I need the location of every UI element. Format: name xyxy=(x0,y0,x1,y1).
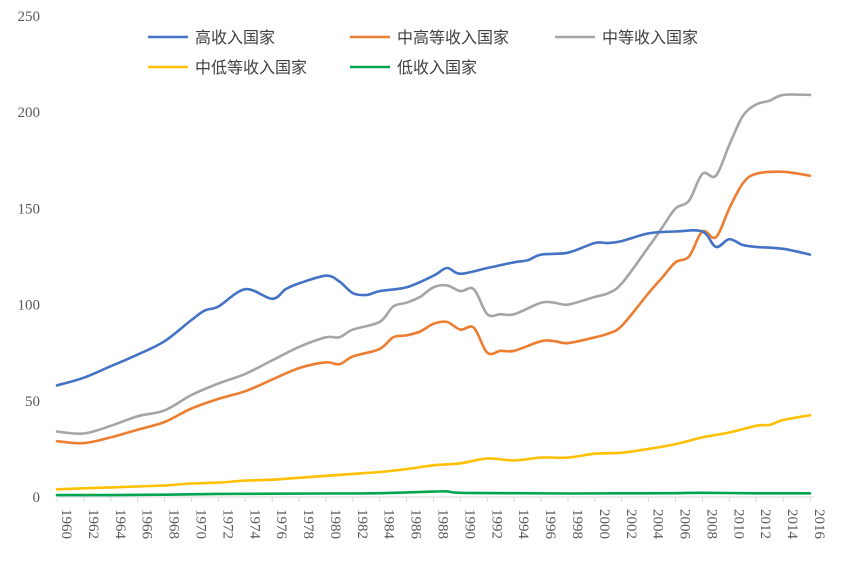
y-tick-label: 200 xyxy=(18,105,41,121)
x-tick-label: 2014 xyxy=(784,509,800,540)
x-tick-label: 1982 xyxy=(354,509,370,539)
x-tick-label: 1992 xyxy=(488,509,504,539)
legend-label-3: 中低等收入国家 xyxy=(195,58,307,77)
legend-label-4: 低收入国家 xyxy=(397,58,477,77)
x-tick-label: 1964 xyxy=(112,509,128,540)
x-tick-label: 2000 xyxy=(596,509,612,539)
y-tick-label: 50 xyxy=(25,394,40,410)
y-tick-label: 150 xyxy=(18,201,41,217)
x-tick-label: 1986 xyxy=(408,509,424,540)
x-tick-label: 2006 xyxy=(677,509,693,540)
series-line-4 xyxy=(55,489,812,497)
x-tick-label: 1988 xyxy=(435,509,451,539)
legend-label-2: 中等收入国家 xyxy=(602,28,698,47)
y-tick-label: 0 xyxy=(33,490,41,506)
x-tick-label: 1960 xyxy=(58,509,74,539)
x-tick-label: 2008 xyxy=(703,509,719,539)
y-tick-label: 100 xyxy=(18,298,41,314)
x-tick-label: 1978 xyxy=(300,509,316,539)
x-tick-label: 2004 xyxy=(650,509,666,540)
x-tick-label: 1970 xyxy=(192,509,208,539)
legend-label-1: 中高等收入国家 xyxy=(397,28,509,47)
x-tick-label: 1980 xyxy=(327,509,343,539)
x-tick-label: 1998 xyxy=(569,509,585,539)
legend-label-0: 高收入国家 xyxy=(195,28,275,47)
x-tick-label: 2012 xyxy=(757,509,773,539)
x-tick-label: 1994 xyxy=(515,509,531,540)
series-lines xyxy=(55,93,812,497)
x-tick-label: 1968 xyxy=(166,509,182,539)
series-line-0 xyxy=(55,228,812,387)
series-line-1 xyxy=(55,170,812,445)
x-tick-label: 1996 xyxy=(542,509,558,540)
x-tick-label: 2010 xyxy=(730,509,746,539)
x-tick-label: 1974 xyxy=(246,509,262,540)
x-tick-label: 1972 xyxy=(219,509,235,539)
axes: 0 50 100 150 200 250 1960 1962 1964 1966 1968 1970 1… xyxy=(18,9,828,540)
x-tick-label: 1966 xyxy=(139,509,155,540)
x-tick-label: 1984 xyxy=(381,509,397,540)
x-tick-label: 2016 xyxy=(811,509,827,540)
series-line-2 xyxy=(55,93,812,436)
x-tick-label: 1990 xyxy=(461,509,477,539)
x-tick-label: 2002 xyxy=(623,509,639,539)
x-tick-label: 1976 xyxy=(273,509,289,540)
series-line-3 xyxy=(55,413,812,491)
y-tick-label: 250 xyxy=(18,9,41,25)
x-tick-label: 1962 xyxy=(85,509,101,539)
